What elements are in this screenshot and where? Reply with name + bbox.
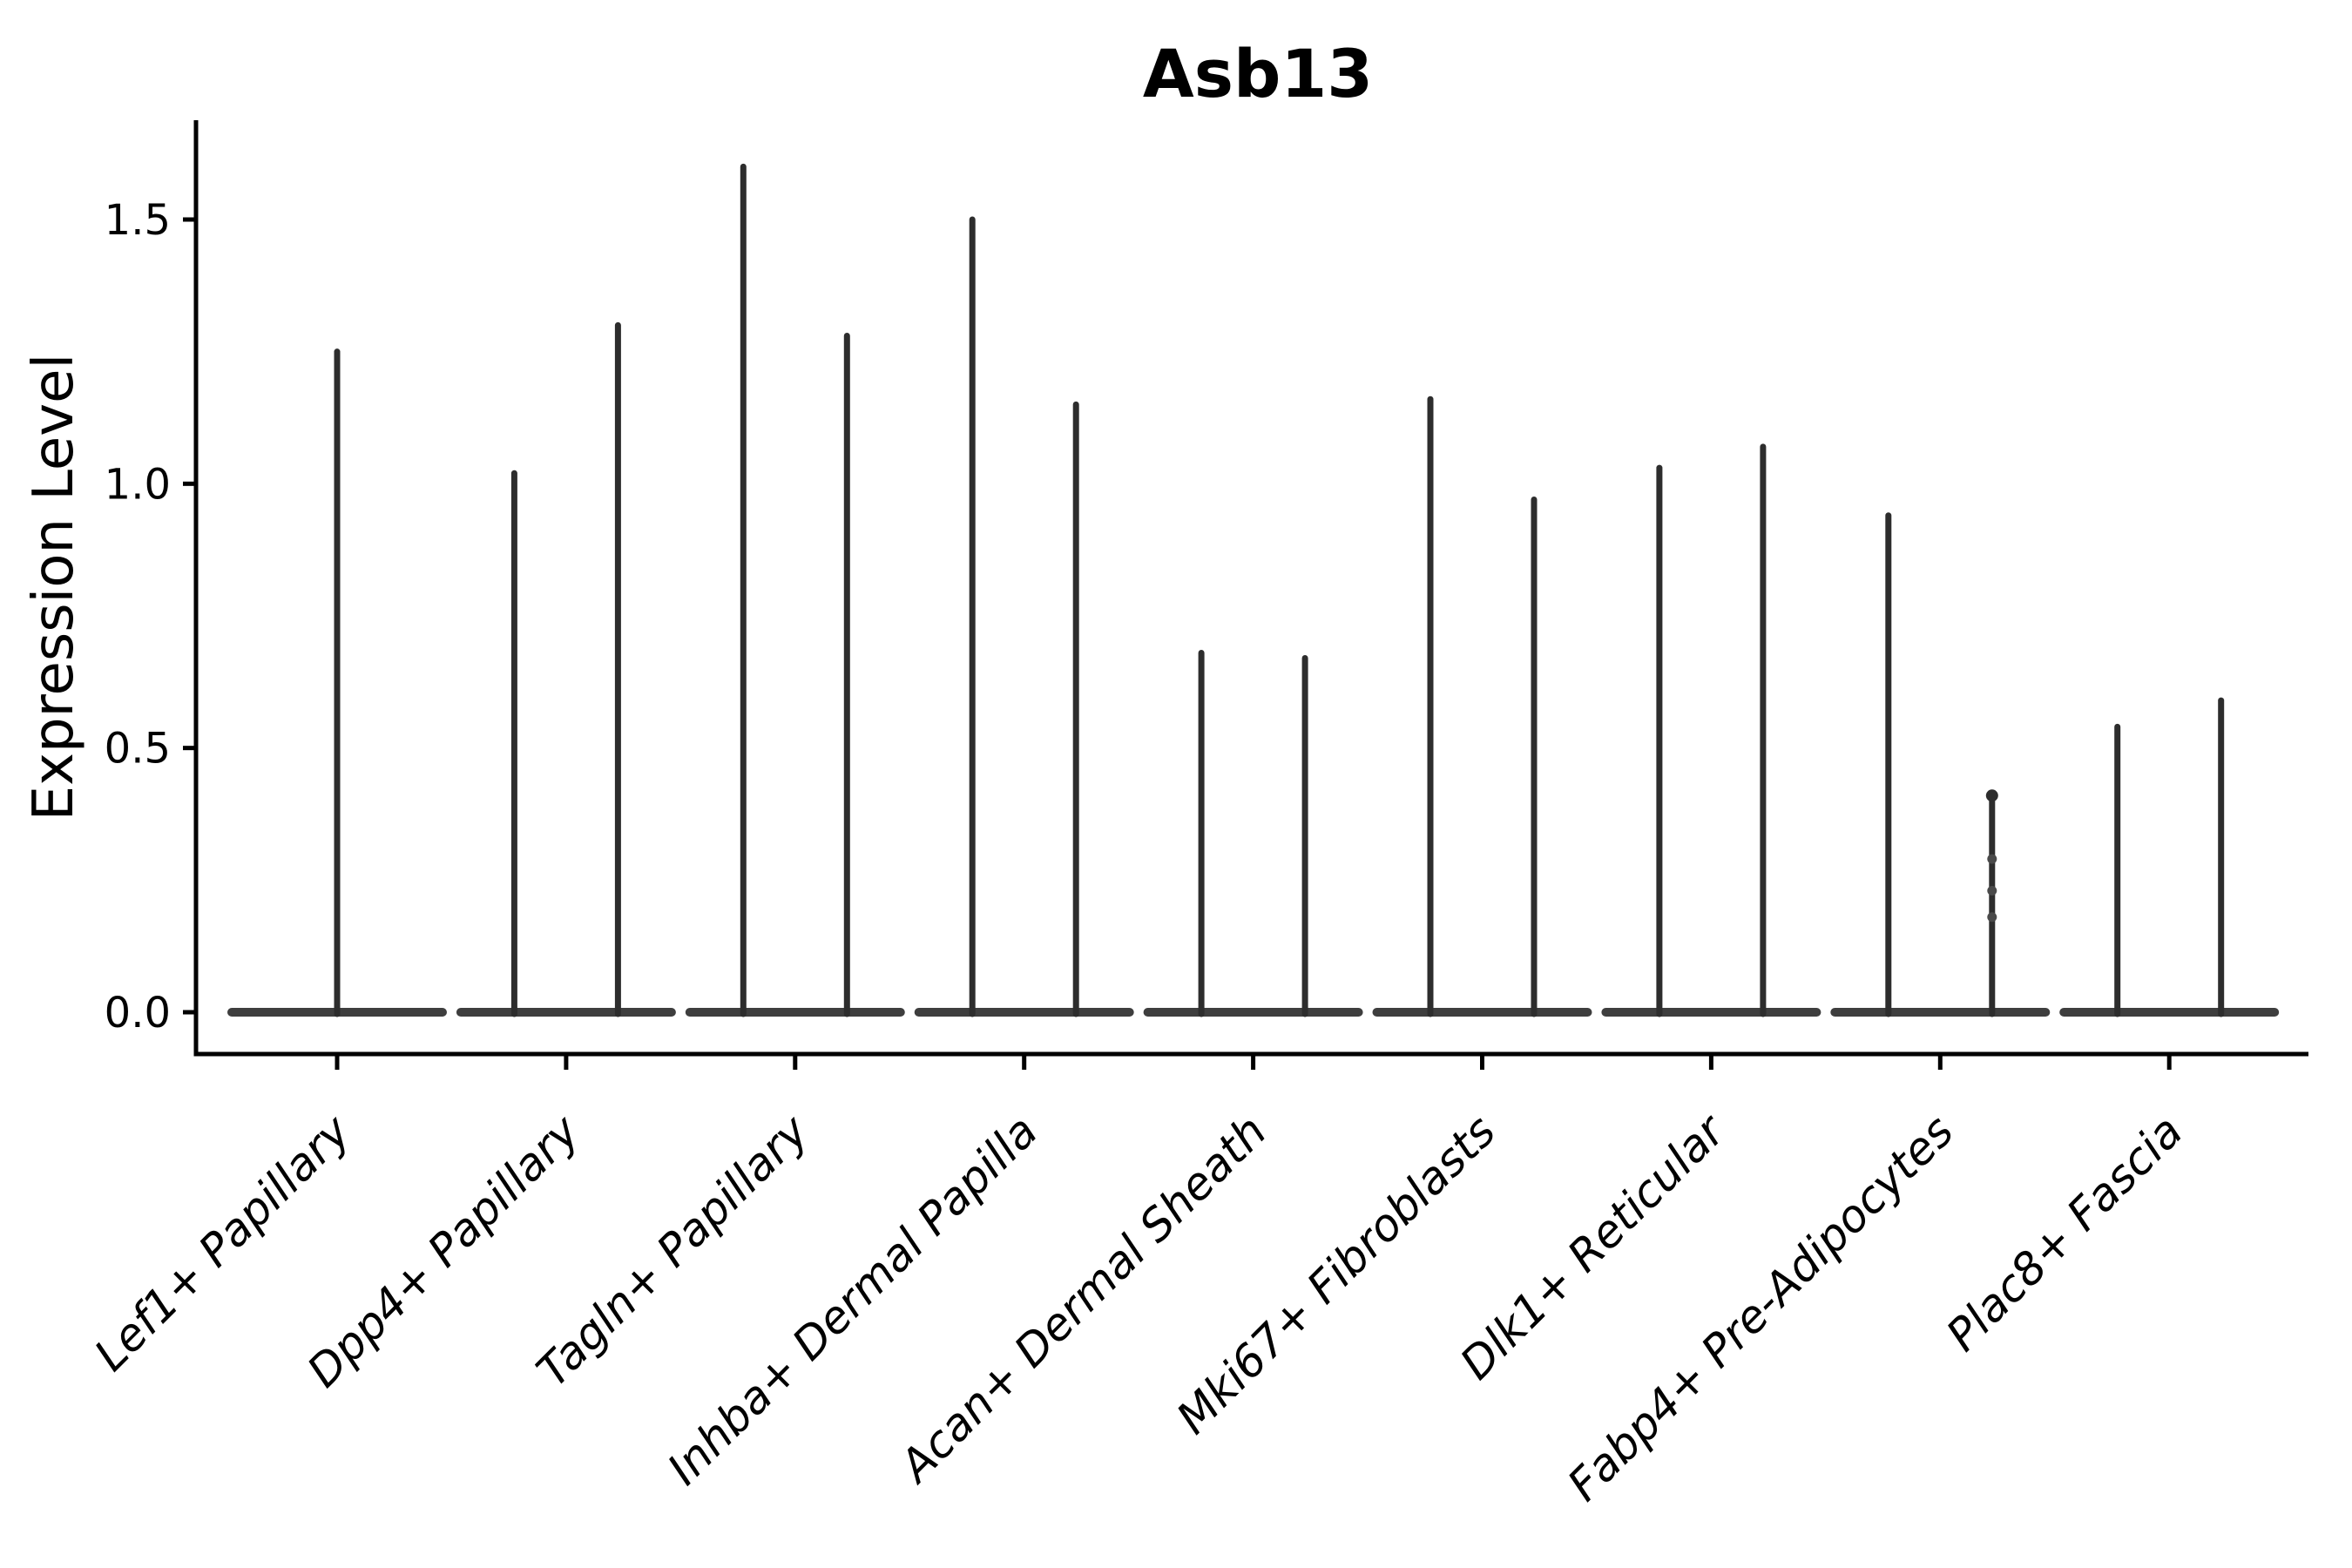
violin [914, 216, 1134, 1017]
violin [456, 321, 676, 1017]
violin [2059, 697, 2280, 1017]
violin [227, 348, 447, 1017]
chart-title: Asb13 [1142, 35, 1374, 112]
x-tick-label: Plac8+ Fascia [1937, 1105, 2193, 1362]
x-tick-label: Fabp4+ Pre-Adipocytes [1558, 1105, 1964, 1511]
violins-layer [227, 163, 2280, 1017]
y-tick-label: 1.0 [105, 460, 171, 509]
violin [1830, 512, 2051, 1017]
expression-point [1987, 854, 1997, 864]
y-axis-label: Expression Level [22, 353, 86, 821]
x-tick-label: Acan+ Dermal Sheath [889, 1105, 1276, 1493]
x-tick-label: Inhba+ Dermal Papilla [659, 1105, 1048, 1495]
expression-point [1987, 912, 1997, 923]
violin [1372, 395, 1592, 1017]
y-tick-label: 0.0 [105, 989, 171, 1037]
y-tick-label: 0.5 [105, 725, 171, 774]
expression-point [1987, 885, 1997, 896]
violin [685, 163, 905, 1017]
y-tick-label: 1.5 [105, 196, 171, 245]
violin [1143, 649, 1363, 1017]
expression-point [1985, 789, 1998, 802]
y-axis-ticks: 0.0 0.5 1.0 1.5 [105, 196, 196, 1037]
violin [1601, 443, 1821, 1017]
